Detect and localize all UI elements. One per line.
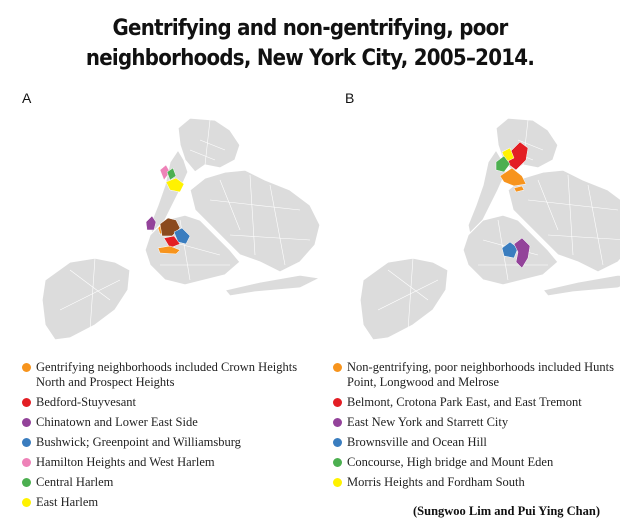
- neighborhood: [513, 185, 525, 193]
- legend-swatch: [333, 438, 342, 447]
- legend-item: East New York and Starrett City: [333, 415, 618, 430]
- legend-text: Morris Heights and Fordham South: [347, 475, 525, 489]
- legend-item: Non-gentrifying, poor neighborhoods incl…: [333, 360, 618, 390]
- legend-item: Morris Heights and Fordham South: [333, 475, 618, 490]
- neighborhood: [165, 177, 185, 193]
- legend-swatch: [333, 418, 342, 427]
- legend-swatch: [22, 478, 31, 487]
- legend-item: Chinatown and Lower East Side: [22, 415, 307, 430]
- legend-swatch: [22, 418, 31, 427]
- legend-text: Hamilton Heights and West Harlem: [36, 455, 215, 469]
- neighborhood: [166, 167, 177, 181]
- neighborhood: [157, 245, 181, 255]
- legend-swatch: [333, 398, 342, 407]
- legend-item: Gentrifying neighborhoods included Crown…: [22, 360, 307, 390]
- legend-swatch: [22, 363, 31, 372]
- legend-text: Brownsville and Ocean Hill: [347, 435, 487, 449]
- legend-item: Central Harlem: [22, 475, 307, 490]
- legend-swatch: [22, 438, 31, 447]
- legend-item: Brownsville and Ocean Hill: [333, 435, 618, 450]
- credit: (Sungwoo Lim and Pui Ying Chan): [413, 504, 600, 518]
- legend-text: East New York and Starrett City: [347, 415, 509, 429]
- legend-item: Bushwick; Greenpoint and Williamsburg: [22, 435, 307, 450]
- legend: Non-gentrifying, poor neighborhoods incl…: [333, 360, 618, 495]
- legend-swatch: [22, 458, 31, 467]
- legend-text: East Harlem: [36, 495, 99, 509]
- legend-text: Chinatown and Lower East Side: [36, 415, 198, 429]
- neighborhood: [145, 215, 157, 231]
- title: Gentrifying and non-gentrifying, poor ne…: [85, 16, 535, 71]
- legend-item: Bedford-Stuyvesant: [22, 395, 307, 410]
- panel-label: A: [22, 90, 32, 106]
- neighborhood: [501, 241, 519, 259]
- neighborhood: [163, 235, 181, 249]
- neighborhood: [513, 237, 531, 269]
- legend-swatch: [22, 398, 31, 407]
- legend-text: Belmont, Crotona Park East, and East Tre…: [347, 395, 582, 409]
- neighborhood: [495, 155, 511, 173]
- panel-label: B: [345, 90, 355, 106]
- legend-text: Bedford-Stuyvesant: [36, 395, 136, 409]
- legend-item: Belmont, Crotona Park East, and East Tre…: [333, 395, 618, 410]
- legend-item: East Harlem: [22, 495, 307, 510]
- legend: Gentrifying neighborhoods included Crown…: [22, 360, 307, 515]
- legend-text: Central Harlem: [36, 475, 114, 489]
- legend-item: Concourse, High bridge and Mount Eden: [333, 455, 618, 470]
- neighborhood: [499, 167, 527, 187]
- legend-swatch: [333, 478, 342, 487]
- legend-item: Hamilton Heights and West Harlem: [22, 455, 307, 470]
- legend-swatch: [333, 458, 342, 467]
- legend-swatch: [22, 498, 31, 507]
- legend-text: Concourse, High bridge and Mount Eden: [347, 455, 554, 469]
- legend-swatch: [333, 363, 342, 372]
- legend-text: Bushwick; Greenpoint and Williamsburg: [36, 435, 241, 449]
- map-b: [359, 117, 620, 341]
- legend-text: Gentrifying neighborhoods included Crown…: [36, 360, 298, 389]
- legend-text: Non-gentrifying, poor neighborhoods incl…: [347, 360, 614, 389]
